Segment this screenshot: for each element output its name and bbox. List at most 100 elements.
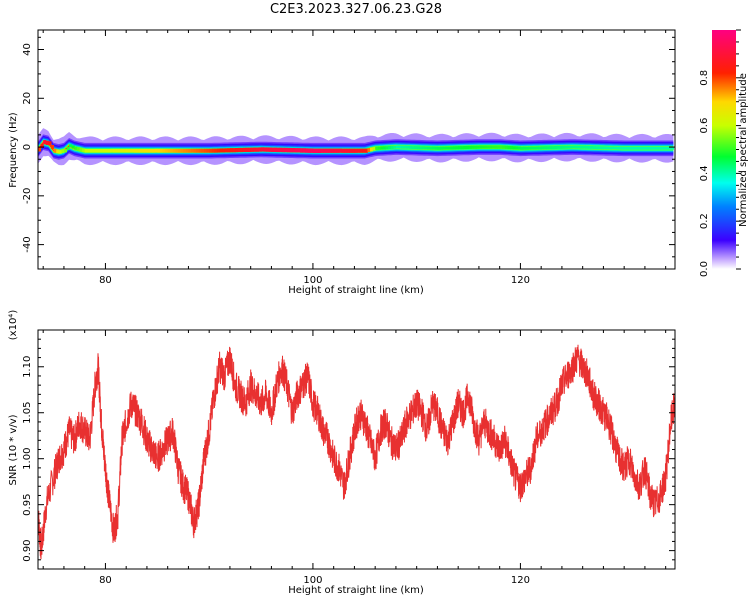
spectrogram-cell — [302, 148, 306, 153]
spectrogram-cell — [320, 148, 324, 153]
spectrogram-cell — [530, 146, 534, 150]
spectrogram-cell — [629, 146, 633, 150]
spectrogram-cell — [600, 146, 604, 150]
spectrogram-cell — [87, 149, 91, 153]
spectrogram-cell — [603, 146, 607, 150]
spectrogram-cell — [204, 148, 208, 153]
colorbar-ticks: 0.0 0.2 0.4 0.6 0.8 — [699, 29, 741, 277]
spectrogram-y-axis-label: Frequency (Hz) — [8, 112, 19, 188]
snr-y-tick-label: 1.00 — [22, 448, 33, 470]
spectrogram-cell — [152, 148, 156, 153]
spectrogram-cell — [437, 146, 441, 150]
spectrogram-cell — [100, 149, 104, 153]
colorbar-label: Normalized spectral amplitude — [738, 73, 749, 227]
spectrogram-cell — [268, 147, 272, 152]
spectrogram-cell — [541, 146, 545, 150]
spectrogram-cell — [525, 146, 529, 150]
spectrogram-cell — [414, 146, 418, 149]
spectrogram-cell — [559, 145, 563, 149]
spectrogram-cell — [494, 145, 498, 149]
spectrogram-cell — [43, 140, 47, 145]
spectrogram-cell — [139, 148, 143, 153]
spectrogram-cell — [442, 146, 446, 150]
spectrogram-cell — [66, 146, 70, 150]
snr-panel: 80 100 120 0.90 0.95 1.00 1.05 1.10 Height of … — [8, 310, 676, 596]
spectrogram-cell — [408, 146, 412, 149]
spectrogram-cell — [611, 146, 615, 150]
spectrogram-cell — [281, 147, 285, 153]
spectrogram-cell — [639, 146, 643, 150]
spectrogram-cell — [248, 147, 252, 152]
spectrogram-cell — [427, 146, 431, 150]
spectrogram-y-tick-label: 40 — [22, 43, 33, 56]
spectrogram-cell — [564, 145, 568, 149]
spectrogram-frame — [37, 29, 676, 270]
snr-y-tick-label: 0.90 — [22, 539, 33, 561]
spectrogram-cell — [344, 148, 348, 153]
spectrogram-cell — [543, 146, 547, 150]
spectrogram-cell — [84, 149, 88, 153]
spectrogram-cell — [294, 148, 298, 153]
spectrogram-cell — [647, 146, 651, 150]
snr-y-tick-label: 0.95 — [22, 494, 33, 516]
spectrogram-cell — [574, 145, 578, 149]
spectrogram-cell — [214, 148, 218, 153]
spectrogram-cell — [577, 145, 581, 149]
spectrogram-cell — [380, 146, 384, 150]
spectrogram-cell — [364, 148, 368, 153]
spectrogram-cell — [354, 148, 358, 153]
spectrogram-x-axis-label: Height of straight line (km) — [288, 285, 424, 296]
spectrogram-cell — [460, 146, 464, 150]
spectrogram-cell — [432, 146, 436, 150]
spectrogram-cell — [497, 145, 501, 149]
spectrogram-cell — [178, 148, 182, 153]
snr-exponent-label: (x10⁴) — [8, 310, 19, 341]
spectrogram-cell — [76, 147, 80, 151]
spectrogram-cell — [56, 149, 60, 154]
spectrogram-cell — [222, 148, 226, 153]
spectrogram-cell — [637, 146, 641, 150]
spectrogram-cell — [463, 146, 467, 150]
spectrogram-y-tick-label: 0 — [22, 144, 33, 150]
spectrogram-cell — [569, 145, 573, 149]
spectrogram-cell — [196, 148, 200, 153]
spectrogram-cell — [424, 146, 428, 150]
spectrogram-cell — [652, 146, 656, 150]
spectrogram-cell — [258, 147, 262, 152]
spectrogram-cell — [608, 146, 612, 150]
spectrogram-y-ticks: -40 -20 0 20 40 — [22, 36, 675, 270]
spectrogram-cell — [134, 148, 138, 153]
spectrogram-cell — [481, 145, 485, 149]
spectrogram-cell — [123, 148, 127, 153]
spectrogram-cell — [489, 145, 493, 149]
spectrogram-cell — [276, 147, 280, 153]
spectrogram-cell — [315, 148, 319, 153]
spectrogram-cell — [105, 149, 109, 153]
spectrogram-cell — [209, 148, 213, 153]
spectrogram-cell — [455, 146, 459, 150]
spectrogram-cell — [121, 148, 125, 153]
spectrogram-cell — [398, 145, 402, 149]
spectrogram-cell — [63, 149, 67, 153]
spectrogram-cell — [536, 146, 540, 150]
spectrogram-cell — [411, 146, 415, 149]
spectrogram-cell — [502, 145, 506, 149]
spectrogram-cell — [115, 148, 119, 153]
spectrogram-cell — [235, 148, 239, 153]
spectrogram-cell — [476, 145, 480, 149]
spectrogram-cell — [626, 146, 630, 150]
spectrogram-cell — [434, 146, 438, 150]
spectrogram-cell — [533, 146, 537, 150]
spectrogram-cell — [616, 146, 620, 150]
spectrogram-cell — [453, 146, 457, 150]
spectrogram-x-tick-label: 80 — [99, 275, 112, 286]
spectrogram-cell — [445, 146, 449, 150]
spectrogram-cell — [587, 146, 591, 149]
spectrogram-cell — [141, 148, 145, 153]
spectrogram-cell — [528, 146, 532, 150]
spectrogram-cell — [606, 146, 610, 150]
spectrogram-cell — [515, 146, 519, 150]
spectrogram-cell — [180, 148, 184, 153]
spectrogram-cell — [370, 147, 374, 152]
spectrogram-cell — [624, 146, 628, 150]
